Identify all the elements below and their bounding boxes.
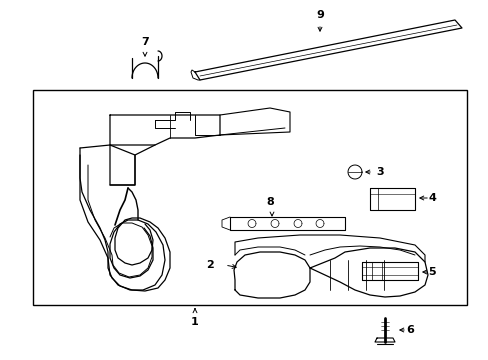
Text: 4: 4 [427,193,435,203]
Text: 3: 3 [375,167,383,177]
Text: 2: 2 [206,260,213,270]
Text: 1: 1 [191,317,199,327]
Text: 6: 6 [405,325,413,335]
Text: 8: 8 [265,197,273,207]
Text: 5: 5 [427,267,435,277]
Bar [33,90,466,305]
Text: 7: 7 [141,37,148,47]
Text: 9: 9 [315,10,323,20]
